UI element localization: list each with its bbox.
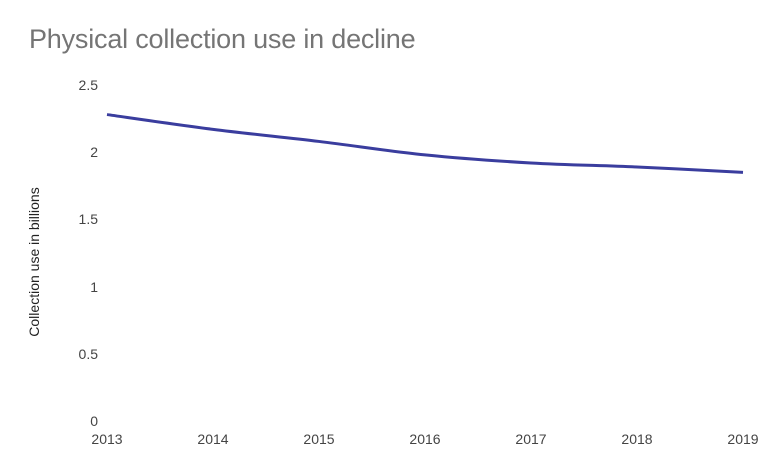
x-tick-label: 2013 bbox=[91, 431, 123, 447]
x-tick-label: 2016 bbox=[409, 431, 441, 447]
y-tick-label: 1 bbox=[90, 278, 98, 295]
chart-title: Physical collection use in decline bbox=[29, 24, 416, 54]
y-tick-label: 0.5 bbox=[78, 345, 98, 362]
x-tick-label: 2019 bbox=[727, 431, 759, 447]
x-tick-label: 2017 bbox=[515, 431, 547, 447]
x-tick-label: 2015 bbox=[303, 431, 335, 447]
x-tick-label: 2018 bbox=[621, 431, 653, 447]
series-line bbox=[106, 113, 744, 174]
x-tick-label: 2014 bbox=[197, 431, 229, 447]
y-tick-label: 0 bbox=[90, 413, 98, 429]
y-tick-label: 2 bbox=[90, 144, 98, 161]
y-tick-label: 2.5 bbox=[78, 77, 98, 93]
y-tick-label: 1.5 bbox=[78, 211, 98, 228]
